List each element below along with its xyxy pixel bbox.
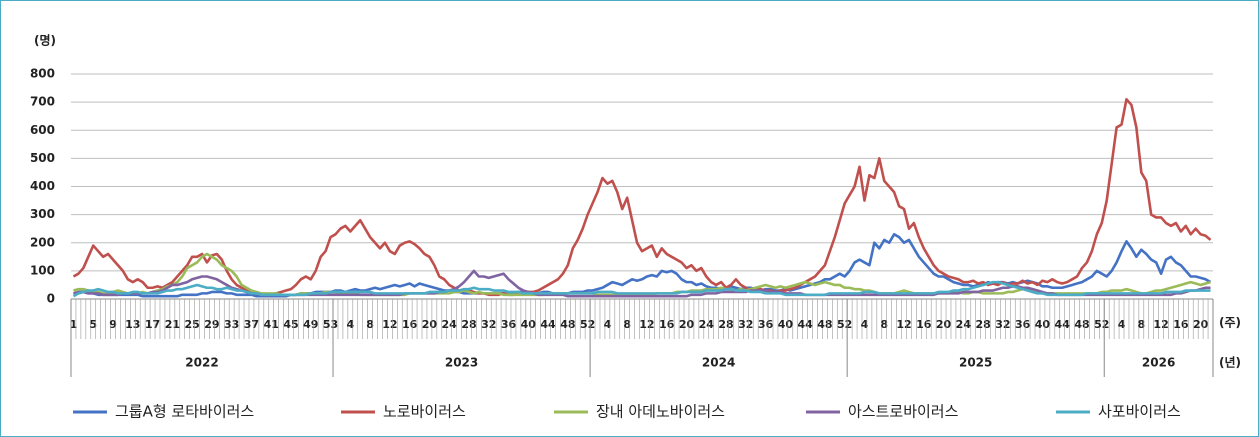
x-tick-label: 29	[204, 318, 219, 331]
year-label: 2026	[1142, 356, 1175, 370]
x-tick-label: 16	[1173, 318, 1189, 331]
legend-label: 사포바이러스	[1098, 403, 1181, 421]
year-unit-label: (년)	[1219, 356, 1241, 370]
x-tick-label: 4	[1118, 318, 1126, 331]
x-tick-label: 20	[1193, 318, 1209, 331]
x-tick-label: 4	[861, 318, 869, 331]
x-tick-label: 40	[521, 318, 537, 331]
y-tick-label: 0	[47, 292, 55, 306]
x-tick-label: 24	[442, 318, 458, 331]
x-tick-label: 28	[461, 318, 476, 331]
y-tick-label: 200	[30, 235, 55, 249]
x-tick-label: 8	[1137, 318, 1145, 331]
x-tick-label: 16	[916, 318, 932, 331]
y-tick-label: 600	[30, 123, 55, 137]
x-tick-label: 52	[580, 318, 595, 331]
x-tick-label: 53	[323, 318, 338, 331]
x-tick-label: 24	[956, 318, 972, 331]
x-tick-label: 40	[1035, 318, 1051, 331]
x-tick-label: 1	[70, 318, 78, 331]
year-label: 2023	[445, 356, 478, 370]
x-tick-label: 44	[1055, 318, 1071, 331]
year-label: 2025	[959, 356, 992, 370]
y-tick-label: 100	[30, 263, 55, 277]
y-tick-label: 700	[30, 95, 55, 109]
x-tick-label: 8	[366, 318, 374, 331]
y-tick-label: 400	[30, 179, 55, 193]
x-unit-label: (주)	[1219, 316, 1241, 330]
x-tick-label: 8	[623, 318, 631, 331]
y-tick-label: 500	[30, 151, 55, 165]
x-tick-label: 4	[604, 318, 612, 331]
x-tick-label: 52	[1094, 318, 1109, 331]
y-unit-label: (명)	[34, 34, 56, 48]
x-tick-label: 12	[896, 318, 911, 331]
series-line	[72, 280, 1211, 298]
x-tick-label: 17	[145, 318, 160, 331]
x-tick-label: 36	[758, 318, 774, 331]
x-tick-label: 28	[975, 318, 990, 331]
legend-label: 아스트로바이러스	[848, 403, 959, 421]
x-tick-label: 44	[797, 318, 813, 331]
x-tick-label: 48	[817, 318, 832, 331]
x-tick-label: 21	[165, 318, 180, 331]
x-tick-label: 40	[778, 318, 794, 331]
year-label: 2022	[185, 356, 218, 370]
x-tick-label: 24	[699, 318, 715, 331]
x-tick-label: 8	[880, 318, 888, 331]
x-tick-label: 20	[936, 318, 952, 331]
x-tick-label: 52	[837, 318, 852, 331]
x-tick-label: 48	[560, 318, 575, 331]
x-tick-label: 12	[382, 318, 397, 331]
series-line	[72, 98, 1212, 297]
legend-label: 노로바이러스	[383, 403, 466, 421]
x-tick-label: 9	[109, 318, 117, 331]
x-tick-label: 45	[283, 318, 298, 331]
x-tick-label: 13	[125, 318, 140, 331]
x-tick-label: 36	[1015, 318, 1031, 331]
x-tick-label: 28	[718, 318, 733, 331]
x-tick-label: 32	[995, 318, 1010, 331]
x-tick-label: 20	[679, 318, 695, 331]
x-tick-label: 16	[659, 318, 675, 331]
x-tick-label: 32	[481, 318, 496, 331]
x-tick-label: 36	[501, 318, 517, 331]
y-tick-label: 300	[30, 207, 55, 221]
x-tick-label: 33	[224, 318, 239, 331]
x-tick-label: 12	[1153, 318, 1168, 331]
x-tick-label: 37	[244, 318, 259, 331]
x-tick-label: 5	[89, 318, 97, 331]
year-label: 2024	[702, 356, 735, 370]
x-tick-label: 4	[346, 318, 354, 331]
x-tick-label: 32	[738, 318, 753, 331]
x-tick-label: 44	[540, 318, 556, 331]
x-tick-label: 49	[303, 318, 318, 331]
legend-label: 그룹A형 로타바이러스	[115, 403, 254, 421]
x-tick-label: 25	[184, 318, 199, 331]
x-tick-label: 12	[639, 318, 654, 331]
x-tick-label: 20	[422, 318, 438, 331]
x-tick-label: 41	[264, 318, 279, 331]
legend-label: 장내 아데노바이러스	[596, 403, 725, 421]
y-tick-label: 800	[30, 67, 55, 81]
x-tick-label: 48	[1074, 318, 1089, 331]
x-tick-label: 16	[402, 318, 418, 331]
